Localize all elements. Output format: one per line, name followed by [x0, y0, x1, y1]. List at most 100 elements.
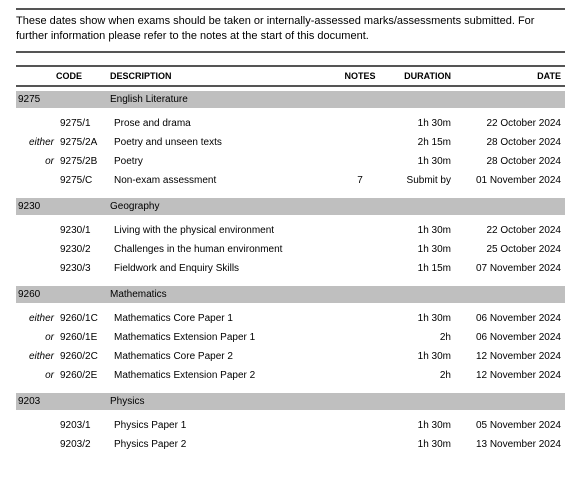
- subject-header: 9203Physics: [16, 393, 565, 410]
- row-duration: 1h 30m: [385, 418, 455, 433]
- row-date: 05 November 2024: [455, 418, 565, 433]
- row-code: 9230/1: [60, 223, 114, 238]
- exam-row: or9260/1EMathematics Extension Paper 12h…: [16, 328, 565, 347]
- row-description: Poetry and unseen texts: [114, 135, 335, 150]
- exam-row: either9260/1CMathematics Core Paper 11h …: [16, 309, 565, 328]
- subject-blank: [56, 201, 110, 212]
- row-notes: [335, 330, 385, 345]
- row-description: Fieldwork and Enquiry Skills: [114, 261, 335, 276]
- row-code: 9230/3: [60, 261, 114, 276]
- exam-row: 9230/2Challenges in the human environmen…: [16, 240, 565, 259]
- row-date: 13 November 2024: [455, 437, 565, 452]
- exam-row: or9260/2EMathematics Extension Paper 2 2h…: [16, 366, 565, 385]
- row-duration: 2h 15m: [385, 135, 455, 150]
- exam-row: 9230/1Living with the physical environme…: [16, 221, 565, 240]
- row-code: 9275/1: [60, 116, 114, 131]
- exam-timetable: These dates show when exams should be ta…: [0, 0, 581, 476]
- header-notes: NOTES: [335, 71, 385, 81]
- row-qualifier: [16, 261, 60, 276]
- row-notes: [335, 154, 385, 169]
- row-qualifier: [16, 242, 60, 257]
- row-code: 9275/C: [60, 173, 114, 188]
- row-code: 9203/1: [60, 418, 114, 433]
- row-duration: 1h 30m: [385, 242, 455, 257]
- row-date: 25 October 2024: [455, 242, 565, 257]
- subject-name: English Literature: [110, 94, 335, 105]
- exam-row: 9230/3Fieldwork and Enquiry Skills 1h 15m…: [16, 259, 565, 278]
- header-blank: [16, 71, 56, 81]
- row-duration: 1h 30m: [385, 437, 455, 452]
- row-code: 9275/2A: [60, 135, 114, 150]
- row-duration: 1h 30m: [385, 223, 455, 238]
- row-notes: [335, 116, 385, 131]
- row-duration: 2h: [385, 368, 455, 383]
- row-date: 12 November 2024: [455, 349, 565, 364]
- subject-code: 9230: [16, 201, 56, 212]
- exam-row: or9275/2BPoetry 1h 30m28 October 2024: [16, 152, 565, 171]
- row-date: 28 October 2024: [455, 135, 565, 150]
- subject-name: Geography: [110, 201, 335, 212]
- row-qualifier: or: [16, 330, 60, 345]
- row-code: 9260/2C: [60, 349, 114, 364]
- row-date: 07 November 2024: [455, 261, 565, 276]
- row-notes: 7: [335, 173, 385, 188]
- subject-header: 9260Mathematics: [16, 286, 565, 303]
- row-code: 9275/2B: [60, 154, 114, 169]
- row-description: Poetry: [114, 154, 335, 169]
- exam-row: 9203/2Physics Paper 2 1h 30m13 November 2…: [16, 435, 565, 454]
- row-code: 9260/1E: [60, 330, 114, 345]
- row-notes: [335, 242, 385, 257]
- exam-row: either9275/2APoetry and unseen texts 2h 1…: [16, 133, 565, 152]
- row-description: Mathematics Core Paper 2: [114, 349, 335, 364]
- row-description: Living with the physical environment: [114, 223, 335, 238]
- row-notes: [335, 418, 385, 433]
- row-qualifier: either: [16, 311, 60, 326]
- row-qualifier: [16, 173, 60, 188]
- row-duration: 2h: [385, 330, 455, 345]
- row-description: Mathematics Core Paper 1: [114, 311, 335, 326]
- row-date: 28 October 2024: [455, 154, 565, 169]
- row-code: 9260/1C: [60, 311, 114, 326]
- row-qualifier: [16, 223, 60, 238]
- row-date: 06 November 2024: [455, 311, 565, 326]
- intro-text: These dates show when exams should be ta…: [16, 8, 565, 53]
- row-date: 22 October 2024: [455, 116, 565, 131]
- row-description: Non-exam assessment: [114, 173, 335, 188]
- exam-row: 9275/1Prose and drama1h 30m22 October 20…: [16, 114, 565, 133]
- row-code: 9260/2E: [60, 368, 114, 383]
- row-qualifier: or: [16, 368, 60, 383]
- subject-blank: [56, 289, 110, 300]
- row-code: 9203/2: [60, 437, 114, 452]
- subject-code: 9203: [16, 396, 56, 407]
- row-description: Mathematics Extension Paper 2: [114, 368, 335, 383]
- row-duration: 1h 30m: [385, 116, 455, 131]
- column-headers: CODE DESCRIPTION NOTES DURATION DATE: [16, 65, 565, 87]
- exam-row: 9203/1Physics Paper 11h 30m05 November 2…: [16, 416, 565, 435]
- row-qualifier: [16, 437, 60, 452]
- row-qualifier: [16, 418, 60, 433]
- exam-row: 9275/CNon-exam assessment7Submit by01 No…: [16, 171, 565, 190]
- exam-row: either9260/2CMathematics Core Paper 2 1h …: [16, 347, 565, 366]
- row-duration: 1h 30m: [385, 349, 455, 364]
- row-duration: 1h 15m: [385, 261, 455, 276]
- subject-name: Mathematics: [110, 289, 335, 300]
- row-date: 01 November 2024: [455, 173, 565, 188]
- subject-header: 9275 English Literature: [16, 91, 565, 108]
- header-description: DESCRIPTION: [110, 71, 335, 81]
- row-qualifier: or: [16, 154, 60, 169]
- row-notes: [335, 223, 385, 238]
- row-qualifier: either: [16, 349, 60, 364]
- subject-blank: [56, 396, 110, 407]
- row-notes: [335, 311, 385, 326]
- subjects-list: 9275 English Literature 9275/1Prose and dr…: [16, 91, 565, 460]
- header-duration: DURATION: [385, 71, 455, 81]
- row-description: Challenges in the human environment: [114, 242, 335, 257]
- subject-blank: [56, 94, 110, 105]
- row-duration: 1h 30m: [385, 154, 455, 169]
- row-description: Physics Paper 2: [114, 437, 335, 452]
- row-notes: [335, 349, 385, 364]
- subject-code: 9275: [16, 94, 56, 105]
- header-date: DATE: [455, 71, 565, 81]
- row-qualifier: either: [16, 135, 60, 150]
- row-notes: [335, 437, 385, 452]
